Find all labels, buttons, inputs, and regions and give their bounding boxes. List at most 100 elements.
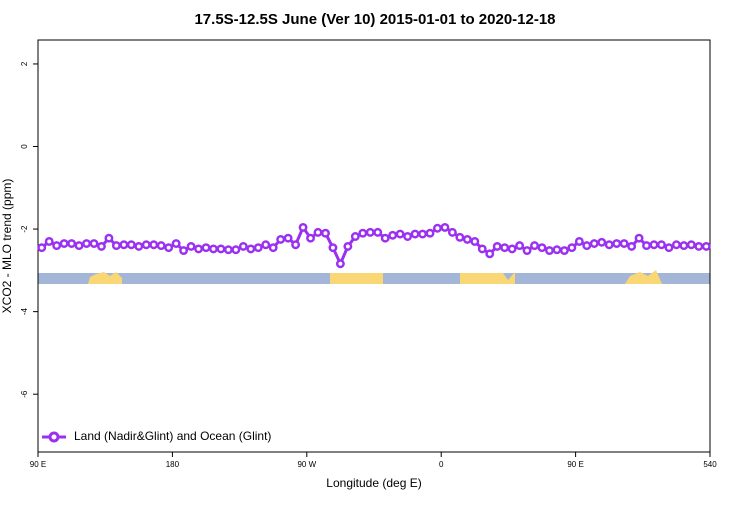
y-tick-label: -6 [20, 390, 29, 398]
data-point [604, 240, 614, 250]
data-point [388, 230, 398, 240]
data-point [612, 239, 622, 248]
data-point [671, 240, 681, 250]
y-axis-label: XCO2 - MLO trend (ppm) [0, 179, 14, 314]
data-point [238, 241, 248, 251]
data-point [59, 239, 69, 248]
data-point [358, 228, 368, 238]
data-point [574, 237, 584, 246]
x-tick-label: 90 E [30, 460, 46, 469]
data-point [522, 246, 532, 255]
data-point [418, 229, 427, 239]
data-point [545, 246, 554, 255]
data-point [515, 241, 525, 251]
y-tick-label: -2 [20, 225, 29, 233]
data-point [567, 243, 577, 253]
data-point [276, 234, 286, 244]
x-tick-label: 180 [166, 460, 180, 469]
data-point [664, 243, 674, 253]
data-point [657, 240, 666, 250]
data-point [201, 243, 211, 253]
data-point [694, 241, 704, 251]
data-point [37, 243, 47, 253]
data-point [634, 233, 644, 243]
data-point [395, 229, 405, 239]
data-point [74, 241, 84, 251]
data-point [186, 241, 196, 251]
data-point [335, 259, 345, 269]
data-point [223, 245, 233, 255]
land-band [330, 273, 383, 284]
data-point [321, 228, 330, 238]
data-point [589, 239, 599, 248]
data-point [373, 227, 383, 237]
data-point [343, 241, 353, 251]
land-ocean-band [38, 270, 710, 284]
data-point [365, 227, 375, 237]
data-point [433, 223, 442, 233]
data-point [134, 241, 144, 251]
x-tick-label: 90 W [297, 460, 316, 469]
land-band [88, 272, 122, 284]
data-point [619, 239, 629, 248]
data-point [44, 237, 54, 246]
data-point [194, 244, 203, 254]
data-point [403, 232, 413, 241]
data-point [701, 241, 711, 251]
data-point [306, 233, 315, 243]
data-point [627, 241, 637, 251]
data-point [231, 245, 241, 255]
y-tick-label: 2 [20, 61, 29, 66]
data-point [52, 241, 62, 251]
land-band [625, 270, 662, 284]
data-point [268, 243, 278, 253]
data-point [485, 249, 495, 259]
data-point [679, 241, 689, 251]
data-point [350, 232, 360, 241]
data-point [246, 244, 256, 254]
land-band [460, 272, 515, 284]
data-point [552, 245, 562, 255]
data-point [649, 240, 659, 250]
data-point [425, 228, 435, 238]
data-point [97, 241, 106, 251]
data-point [104, 233, 114, 243]
data-point [261, 240, 271, 250]
data-point [477, 244, 487, 254]
data-point [149, 240, 159, 250]
data-point [179, 246, 189, 255]
data-point [410, 229, 420, 239]
y-tick-label: -4 [20, 308, 29, 316]
x-tick-label: 0 [439, 460, 444, 469]
data-point [470, 237, 480, 246]
data-point [537, 243, 547, 253]
data-point [156, 241, 166, 251]
data-point [328, 243, 338, 253]
data-point [500, 243, 510, 253]
x-axis-label: Longitude (deg E) [326, 476, 421, 490]
data-point [126, 240, 136, 250]
data-point [111, 241, 121, 251]
data-point [530, 241, 539, 251]
data-point [313, 227, 323, 237]
data-point [89, 239, 99, 248]
data-point [447, 227, 457, 237]
legend-label: Land (Nadir&Glint) and Ocean (Glint) [74, 429, 271, 443]
x-tick-label: 540 [703, 460, 717, 469]
data-point [82, 239, 91, 248]
legend-marker [48, 431, 60, 443]
data-point [291, 240, 301, 250]
data-point [597, 237, 607, 247]
legend: Land (Nadir&Glint) and Ocean (Glint) [42, 429, 271, 443]
data-point [559, 246, 569, 255]
data-point [380, 233, 390, 243]
data-point [171, 239, 181, 248]
data-point [455, 232, 465, 242]
data-point [216, 244, 226, 254]
data-point [492, 241, 502, 251]
data-point [440, 222, 450, 232]
data-point [686, 240, 696, 250]
data-point [253, 243, 263, 253]
data-point [507, 244, 517, 254]
